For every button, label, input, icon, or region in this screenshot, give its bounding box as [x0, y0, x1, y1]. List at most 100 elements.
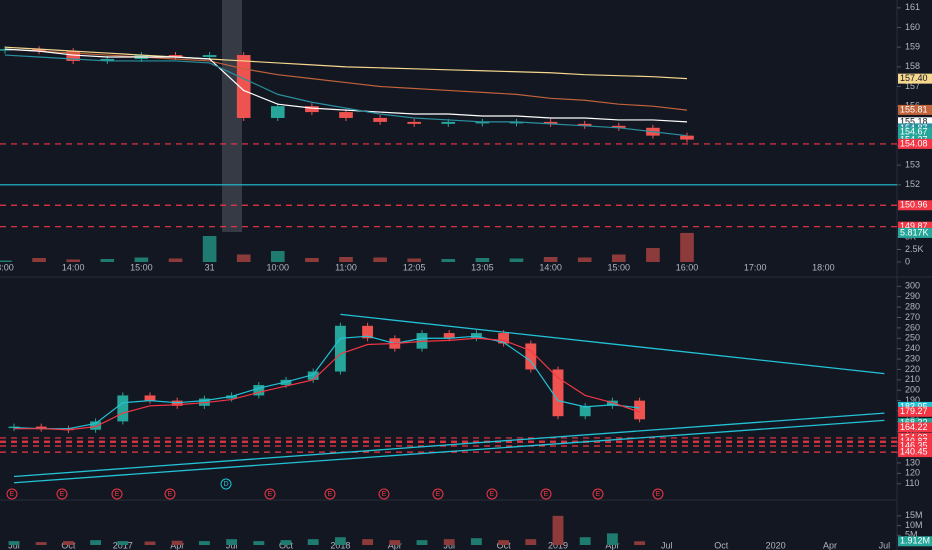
x-tick-label: 15:00 [130, 262, 153, 272]
moving-average [4, 54, 688, 137]
volume-bar [389, 540, 401, 545]
y-tick-label: 290 [905, 291, 920, 301]
price-tag: 155.81 [900, 104, 928, 114]
y-tick-label: 260 [905, 322, 920, 332]
candle [579, 405, 591, 417]
volume-bar [407, 258, 422, 262]
volume-bar [253, 541, 265, 545]
y-tick-label: 159 [905, 42, 920, 52]
volume-bar [543, 257, 558, 262]
volume-bar [8, 541, 20, 545]
volume-bar [100, 259, 115, 262]
y2-tick-label: 15M [905, 510, 923, 520]
event-label: E [60, 491, 65, 498]
event-marker [324, 488, 336, 500]
price-tag-box [898, 406, 932, 417]
event-label: E [490, 491, 495, 498]
volume-bar [305, 258, 319, 262]
price-tag-box [898, 200, 932, 211]
event-label: E [656, 491, 661, 498]
candle [32, 49, 46, 52]
candle [611, 125, 626, 128]
volume-bar [579, 537, 591, 545]
x-tick-label: 17:00 [744, 262, 767, 272]
volume-bar [90, 540, 102, 545]
y2-tick-label: 2.5K [905, 244, 924, 254]
x-tick-label: 2020 [766, 540, 786, 550]
volume-bar [171, 540, 183, 545]
volume-bar [62, 541, 74, 545]
x-tick-label: 16:00 [676, 262, 699, 272]
candle [144, 395, 156, 401]
y-tick-label: 230 [905, 353, 920, 363]
y-tick-label: 220 [905, 364, 920, 374]
volume-bar [226, 539, 238, 545]
volume-bar [552, 515, 564, 545]
x-tick-label: 14:00 [62, 262, 85, 272]
price-tag: 146.35 [900, 440, 928, 450]
volume-tag-box [898, 536, 932, 547]
volume-bar [144, 541, 156, 545]
x-tick-label: 11:00 [335, 262, 357, 272]
price-tag: 164.22 [900, 422, 928, 432]
event-marker [111, 488, 123, 500]
candle [509, 121, 524, 124]
moving-average [14, 337, 640, 431]
volume-tag-box [898, 227, 932, 238]
event-marker [56, 488, 68, 500]
price-tag-box [898, 127, 932, 138]
price-tag-box [898, 447, 932, 458]
candle [362, 325, 374, 339]
volume-bar [416, 540, 428, 545]
event-label: E [328, 491, 333, 498]
price-tag-box [898, 221, 932, 232]
volume-bar [441, 259, 456, 262]
x-tick-label: 10:00 [267, 262, 290, 272]
candle [35, 426, 47, 429]
candle [66, 51, 81, 61]
event-marker [540, 488, 552, 500]
candle [441, 121, 456, 124]
price-tag: 183.95 [900, 401, 928, 411]
price-tag-box [898, 440, 932, 451]
x-tick-label: Apr [823, 540, 837, 550]
volume-bar [680, 232, 694, 262]
volume-bar [202, 236, 217, 262]
volume-bar [117, 541, 129, 545]
event-marker [592, 488, 604, 500]
x-tick-label: 14:00 [539, 262, 562, 272]
candle [305, 106, 319, 113]
candle [202, 55, 217, 58]
y-tick-label: 190 [905, 395, 920, 405]
volume-bar [334, 537, 346, 545]
price-tag: 154.67 [900, 127, 928, 137]
candle [443, 333, 455, 339]
candle [307, 371, 319, 380]
x-tick-label: 2018 [330, 540, 350, 550]
event-marker [432, 488, 444, 500]
candle [525, 343, 537, 370]
candle [90, 421, 102, 430]
y-tick-label: 158 [905, 61, 920, 71]
x-tick-label: Oct [279, 540, 294, 550]
x-tick-label: Jul [661, 540, 673, 550]
y2-tick-label: 0 [905, 256, 910, 266]
event-marker [486, 488, 498, 500]
event-label: E [268, 491, 273, 498]
event-label: D [223, 481, 228, 488]
trend-line [340, 313, 885, 375]
volume-bar [198, 541, 210, 545]
x-tick-label: 13:05 [471, 262, 494, 272]
candle [407, 121, 422, 124]
y-tick-label: 160 [905, 22, 920, 32]
x-tick-label: Oct [714, 540, 729, 550]
y-tick-label: 300 [905, 281, 920, 291]
x-tick-label: Apr [388, 540, 402, 550]
event-marker [164, 488, 176, 500]
volume-bar [236, 254, 251, 262]
price-tag-box [898, 117, 932, 128]
candle [373, 117, 387, 122]
x-tick-label: Jul [443, 540, 455, 550]
price-tag: 157.40 [900, 73, 928, 83]
